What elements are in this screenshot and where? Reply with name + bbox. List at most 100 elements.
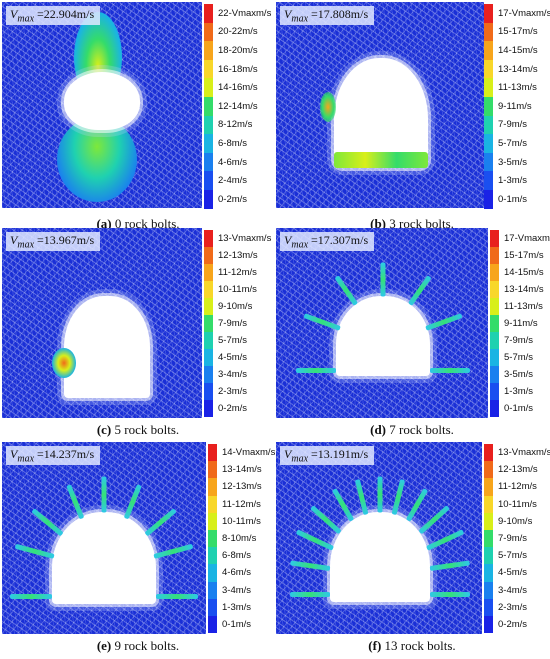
legend-label: 9-11m/s [498, 100, 532, 112]
legend-entry: 7-9m/s [490, 332, 550, 349]
legend-label: 4-5m/s [498, 567, 528, 579]
legend-swatch [484, 96, 493, 116]
legend-entry: 22-Vmaxm/s [204, 4, 271, 23]
legend-swatch [204, 247, 213, 264]
legend-label: 20-22m/s [218, 26, 258, 38]
legend-label: 15-17m/s [498, 26, 538, 38]
legend-entry: 2-3m/s [484, 598, 550, 616]
rock-bolt [377, 476, 383, 513]
legend-entry: 4-6m/s [204, 152, 271, 172]
panel-e: Vmax =14.237m/s 14-Vmaxm/s 13-14m/s 12-13m… [2, 442, 275, 634]
legend-swatch [490, 230, 499, 247]
legend-label: 13-Vmaxm/s [218, 233, 272, 244]
legend-label: 6-8m/s [218, 137, 248, 149]
tunnel-opening [334, 58, 428, 168]
legend-entry: 7-9m/s [204, 315, 271, 332]
velocity-field-a: Vmax =22.904m/s [2, 2, 202, 208]
legend-swatch [490, 332, 499, 349]
flow-zone-left [320, 92, 336, 122]
legend-label: 11-13m/s [504, 301, 543, 312]
legend-entry: 3-5m/s [490, 366, 550, 383]
velocity-field-b: Vmax =17.808m/s [276, 2, 484, 208]
legend-label: 3-4m/s [222, 584, 252, 596]
legend-swatch [204, 134, 213, 153]
legend-label: 11-12m/s [222, 498, 261, 510]
legend-entry: 12-13m/s [208, 478, 275, 496]
legend-entry: 17-Vmaxm/s [484, 4, 550, 23]
vmax-value: 13.191m/s [317, 447, 369, 461]
rock-bolt [144, 508, 177, 537]
legend-label: 9-11m/s [504, 318, 538, 329]
legend-label: 2-3m/s [218, 386, 248, 397]
legend-swatch [204, 230, 213, 247]
legend-entry: 0-2m/s [204, 400, 271, 417]
rock-bolt [296, 368, 336, 373]
legend-swatch [490, 366, 499, 383]
vmax-value: 17.808m/s [317, 7, 369, 21]
vmax-label: Vmax =13.967m/s [6, 232, 101, 252]
legend-label: 0-1m/s [222, 618, 252, 630]
legend-label: 8-12m/s [218, 119, 253, 131]
caption-e: (e) 9 rock bolts. [96, 638, 180, 653]
legend-swatch [208, 581, 217, 599]
legend-entry: 15-17m/s [484, 22, 550, 42]
legend-entry: 17-Vmaxm/s [490, 230, 550, 247]
legend-label: 2-3m/s [498, 601, 528, 613]
legend-swatch [204, 115, 213, 135]
legend-label: 14-15m/s [498, 44, 538, 56]
legend-swatch [484, 615, 493, 634]
rock-bolt [295, 529, 335, 551]
color-legend: 13-Vmaxm/s 12-13m/s 11-12m/s 10-11m/s 9-10m/… [204, 230, 271, 417]
legend-swatch [204, 332, 213, 349]
legend-swatch [204, 349, 213, 366]
velocity-field-f: Vmax =13.191m/s [276, 442, 482, 634]
rock-bolt [354, 478, 369, 516]
legend-swatch [204, 41, 213, 60]
rock-bolt [425, 313, 463, 331]
panel-d: Vmax =17.307m/s 17-Vmaxm/s 15-17m/s 14-15m… [276, 228, 550, 418]
legend-label: 9-10m/s [218, 301, 253, 312]
rock-bolt [331, 488, 355, 522]
legend-entry: 13-14m/s [208, 461, 275, 479]
legend-swatch [484, 547, 493, 565]
rock-bolt [10, 594, 52, 599]
legend-label: 5-7m/s [504, 352, 534, 363]
rock-bolt [405, 488, 429, 522]
color-legend: 13-Vmaxm/s 12-13m/s 11-12m/s 10-11m/s 9-10m/… [484, 444, 550, 634]
legend-entry: 9-10m/s [204, 298, 271, 315]
rock-bolt [290, 592, 330, 597]
legend-swatch [208, 529, 217, 548]
legend-swatch [490, 349, 499, 366]
legend-label: 17-Vmaxm/s [504, 233, 550, 244]
legend-label: 0-1m/s [504, 403, 534, 414]
legend-swatch [484, 22, 493, 42]
legend-swatch [484, 581, 493, 599]
legend-swatch [484, 4, 493, 23]
legend-swatch [484, 115, 493, 135]
legend-entry: 0-1m/s [484, 189, 550, 209]
legend-entry: 10-11m/s [484, 495, 550, 513]
legend-entry: 13-14m/s [490, 281, 550, 298]
legend-swatch [204, 4, 213, 23]
velocity-field-c: Vmax =13.967m/s [2, 228, 202, 418]
velocity-field-e: Vmax =14.237m/s [2, 442, 206, 634]
panel-b: Vmax =17.808m/s 17-Vmaxm/s 15-17m/s 14-15m… [276, 2, 550, 212]
velocity-field-d: Vmax =17.307m/s [276, 228, 488, 418]
legend-swatch [204, 315, 213, 332]
flow-zone-floor [334, 152, 428, 168]
legend-entry: 11-12m/s [204, 264, 271, 281]
legend-label: 0-1m/s [498, 193, 528, 205]
legend-entry: 0-1m/s [490, 400, 550, 417]
legend-entry: 1-3m/s [484, 171, 550, 190]
legend-swatch [484, 564, 493, 582]
legend-swatch [484, 152, 493, 172]
legend-entry: 3-4m/s [484, 581, 550, 599]
rock-bolt [66, 484, 85, 520]
panel-c: Vmax =13.967m/s 13-Vmaxm/s 12-13m/s 11-12m… [2, 228, 274, 418]
legend-swatch [204, 264, 213, 281]
legend-entry: 12-13m/s [204, 247, 271, 264]
legend-label: 14-15m/s [504, 267, 544, 278]
tunnel-opening [52, 512, 156, 604]
legend-label: 12-13m/s [498, 464, 538, 476]
legend-entry: 13-Vmaxm/s [204, 230, 271, 247]
